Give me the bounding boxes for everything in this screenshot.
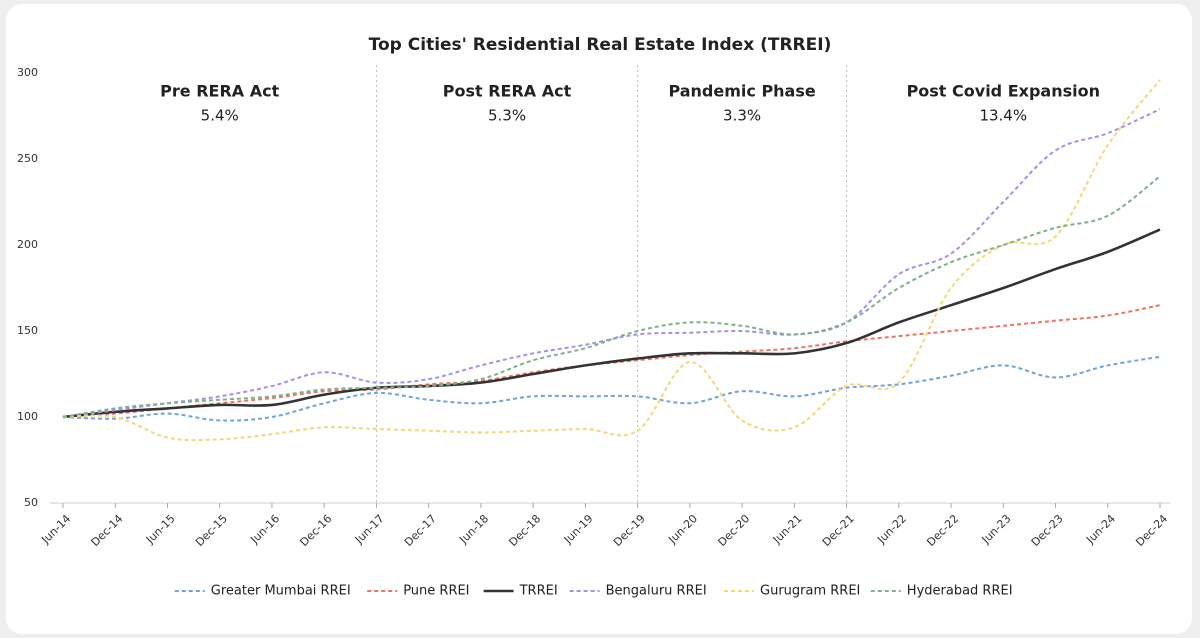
series-line bbox=[62, 228, 1161, 419]
legend-label: Gurugram RREI bbox=[760, 584, 860, 599]
chart-title: Top Cities' Residential Real Estate Inde… bbox=[369, 35, 832, 55]
card bbox=[6, 4, 1192, 634]
series-line bbox=[62, 175, 1161, 418]
y-tick-label: 250 bbox=[17, 152, 38, 165]
series-line bbox=[62, 108, 1161, 418]
legend-label: Greater Mumbai RREI bbox=[211, 584, 351, 599]
legend-label: Hyderabad RREI bbox=[907, 584, 1013, 599]
phase-title: Post RERA Act bbox=[443, 82, 572, 101]
phase-growth: 5.3% bbox=[488, 107, 526, 125]
phase-growth: 13.4% bbox=[979, 107, 1027, 125]
y-tick-label: 100 bbox=[17, 410, 38, 423]
y-tick-label: 300 bbox=[17, 66, 38, 79]
phase-title: Pandemic Phase bbox=[668, 82, 815, 101]
y-tick-label: 50 bbox=[24, 496, 38, 509]
phase-growth: 3.3% bbox=[723, 107, 761, 125]
phase-growth: 5.4% bbox=[201, 107, 239, 125]
legend-label: Pune RREI bbox=[403, 584, 469, 599]
series-line bbox=[62, 355, 1161, 422]
series-line bbox=[62, 79, 1161, 442]
series-line bbox=[62, 304, 1161, 418]
y-tick-label: 200 bbox=[17, 238, 38, 251]
y-tick-label: 150 bbox=[17, 324, 38, 337]
phase-title: Pre RERA Act bbox=[160, 82, 279, 101]
phase-title: Post Covid Expansion bbox=[907, 82, 1100, 101]
legend-label: TRREI bbox=[519, 584, 558, 599]
legend-label: Bengaluru RREI bbox=[606, 584, 707, 599]
